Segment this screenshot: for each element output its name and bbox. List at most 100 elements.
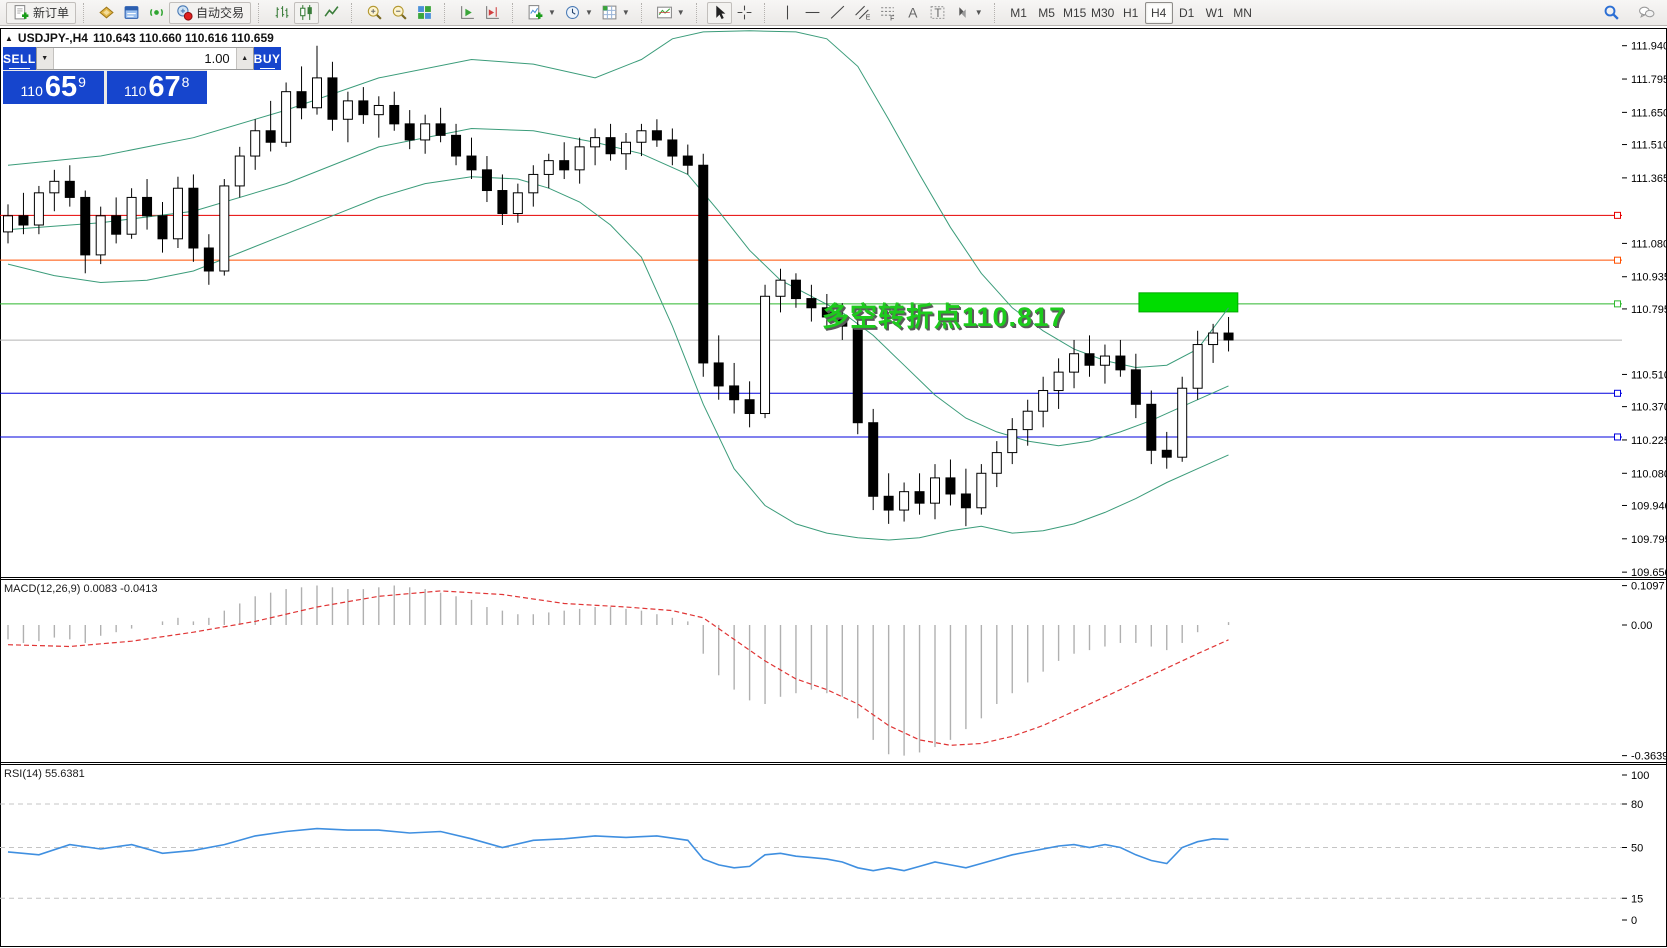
timeframe-button-m30[interactable]: M30 — [1089, 2, 1117, 24]
strategy-tester-button[interactable] — [144, 2, 169, 24]
periods-button[interactable]: ▼ — [560, 2, 597, 24]
templates-dropdown-arrow[interactable]: ▼ — [621, 8, 630, 17]
toolbar-group-indicators: ▼ ▼ ▼ — [520, 0, 637, 26]
sell-price[interactable]: 110 65 9 — [3, 71, 104, 104]
toolbar-group-scroll — [452, 0, 508, 26]
text-label-tool-button[interactable]: T — [925, 2, 950, 24]
toolbar-right-icons — [1599, 2, 1667, 24]
candle-body — [512, 192, 523, 215]
candle-body — [543, 160, 554, 175]
fibonacci-icon: F — [880, 7, 894, 21]
price-tick-label: 109.795 — [1631, 534, 1667, 546]
candle-body — [1038, 390, 1049, 412]
price-tick-label: 110.795 — [1631, 304, 1667, 316]
candle-body — [466, 155, 477, 171]
buy-button[interactable]: BUY — [253, 47, 281, 70]
chart-shift-button[interactable] — [480, 2, 505, 24]
candle-body — [790, 279, 801, 300]
chart-text-annotation[interactable]: 多空转折点110.817 — [822, 302, 1066, 332]
arrows-tool-button[interactable]: ▼ — [950, 2, 987, 24]
bollinger-lower-band — [7, 176, 1229, 541]
search-button[interactable] — [1599, 2, 1624, 24]
timeframe-button-m1[interactable]: M1 — [1005, 2, 1033, 24]
zoom-out-button[interactable] — [387, 2, 412, 24]
macd-tick-label: -0.3639 — [1631, 751, 1667, 763]
periods-dropdown-arrow[interactable]: ▼ — [584, 8, 593, 17]
trendline-tool-button[interactable] — [825, 2, 850, 24]
chart-background — [0, 28, 1667, 948]
tile-windows-button[interactable] — [412, 2, 437, 24]
candle-body — [49, 180, 60, 194]
auto-scroll-button[interactable] — [455, 2, 480, 24]
horizontal-line-tool-button[interactable] — [800, 2, 825, 24]
bar-chart-button[interactable] — [269, 2, 294, 24]
data-window-button[interactable] — [119, 2, 144, 24]
strategy-tester-icon — [150, 8, 163, 17]
buy-price[interactable]: 110 67 8 — [106, 71, 207, 104]
toolbar-group-objects: E F A T ▼ — [772, 0, 990, 26]
timeframe-button-mn[interactable]: MN — [1229, 2, 1257, 24]
price-tick-label: 110.080 — [1631, 468, 1667, 480]
profiles-dropdown-arrow[interactable]: ▼ — [676, 8, 685, 17]
equidistant-channel-tool-button[interactable]: E — [850, 2, 875, 24]
chat-button[interactable] — [1634, 2, 1659, 24]
cursor-icon — [716, 5, 726, 20]
timeframe-button-m15[interactable]: M15 — [1061, 2, 1089, 24]
candle-body — [590, 137, 601, 148]
trendline-icon — [830, 5, 844, 19]
timeframe-button-d1[interactable]: D1 — [1173, 2, 1201, 24]
buy-price-main: 67 — [148, 71, 181, 103]
timeframe-button-m5[interactable]: M5 — [1033, 2, 1061, 24]
horizontal-line-icon — [805, 11, 820, 14]
timeframe-button-w1[interactable]: W1 — [1201, 2, 1229, 24]
new-order-icon — [14, 5, 29, 20]
buy-price-pip: 8 — [181, 74, 190, 90]
new-order-button[interactable]: 新订单 — [6, 1, 77, 24]
arrows-dropdown-arrow[interactable]: ▼ — [974, 8, 983, 17]
market-watch-button[interactable] — [94, 2, 119, 24]
volume-decrease-button[interactable]: ▼ — [36, 48, 54, 69]
candle-body — [1223, 332, 1234, 341]
timeframe-button-h1[interactable]: H1 — [1117, 2, 1145, 24]
indicators-dropdown-arrow[interactable]: ▼ — [548, 8, 556, 17]
sell-button[interactable]: SELL — [3, 47, 36, 70]
crosshair-tool-button[interactable] — [732, 2, 757, 24]
volume-increase-button[interactable]: ▲ — [235, 48, 253, 69]
zoom-in-button[interactable] — [362, 2, 387, 24]
buy-price-prefix: 110 — [124, 83, 147, 99]
highlight-rectangle[interactable] — [1138, 292, 1239, 313]
toolbar-group-views: 自动交易 — [91, 0, 254, 26]
text-tool-icon: A — [908, 4, 918, 20]
svg-text:A: A — [908, 4, 918, 20]
rsi-tick-label: 50 — [1631, 843, 1643, 855]
rsi-tick-label: 100 — [1631, 770, 1649, 782]
indicators-button[interactable]: ▼ — [523, 2, 560, 24]
candle-body — [327, 77, 338, 120]
candle-body — [18, 215, 29, 226]
candlestick-chart-button[interactable] — [294, 1, 320, 24]
volume-input[interactable] — [53, 48, 236, 69]
indicators-icon — [528, 5, 543, 20]
toolbar-separator — [258, 2, 263, 23]
timeframe-button-h4[interactable]: H4 — [1144, 1, 1173, 24]
candle-body — [1084, 353, 1095, 366]
candle-body — [1022, 410, 1033, 431]
candle-body — [281, 91, 292, 143]
price-tick-label: 111.365 — [1631, 173, 1667, 185]
vertical-line-tool-button[interactable] — [775, 2, 800, 24]
templates-button[interactable]: ▼ — [597, 2, 634, 24]
profiles-button[interactable]: ▼ — [652, 2, 689, 24]
toolbar-separator — [695, 2, 701, 23]
cursor-tool-button[interactable] — [706, 1, 732, 24]
collapse-arrow-icon[interactable]: ▲ — [5, 33, 13, 43]
hline-endpoint-marker — [1614, 389, 1621, 397]
text-tool-button[interactable]: A — [900, 2, 925, 24]
candle-body — [1146, 403, 1157, 451]
line-chart-button[interactable] — [319, 2, 344, 24]
fibonacci-tool-button[interactable]: F — [875, 2, 900, 24]
candle-body — [80, 196, 91, 256]
autotrading-button[interactable]: 自动交易 — [169, 1, 252, 24]
price-tick-label: 109.940 — [1631, 500, 1667, 512]
candle-body — [420, 123, 431, 141]
